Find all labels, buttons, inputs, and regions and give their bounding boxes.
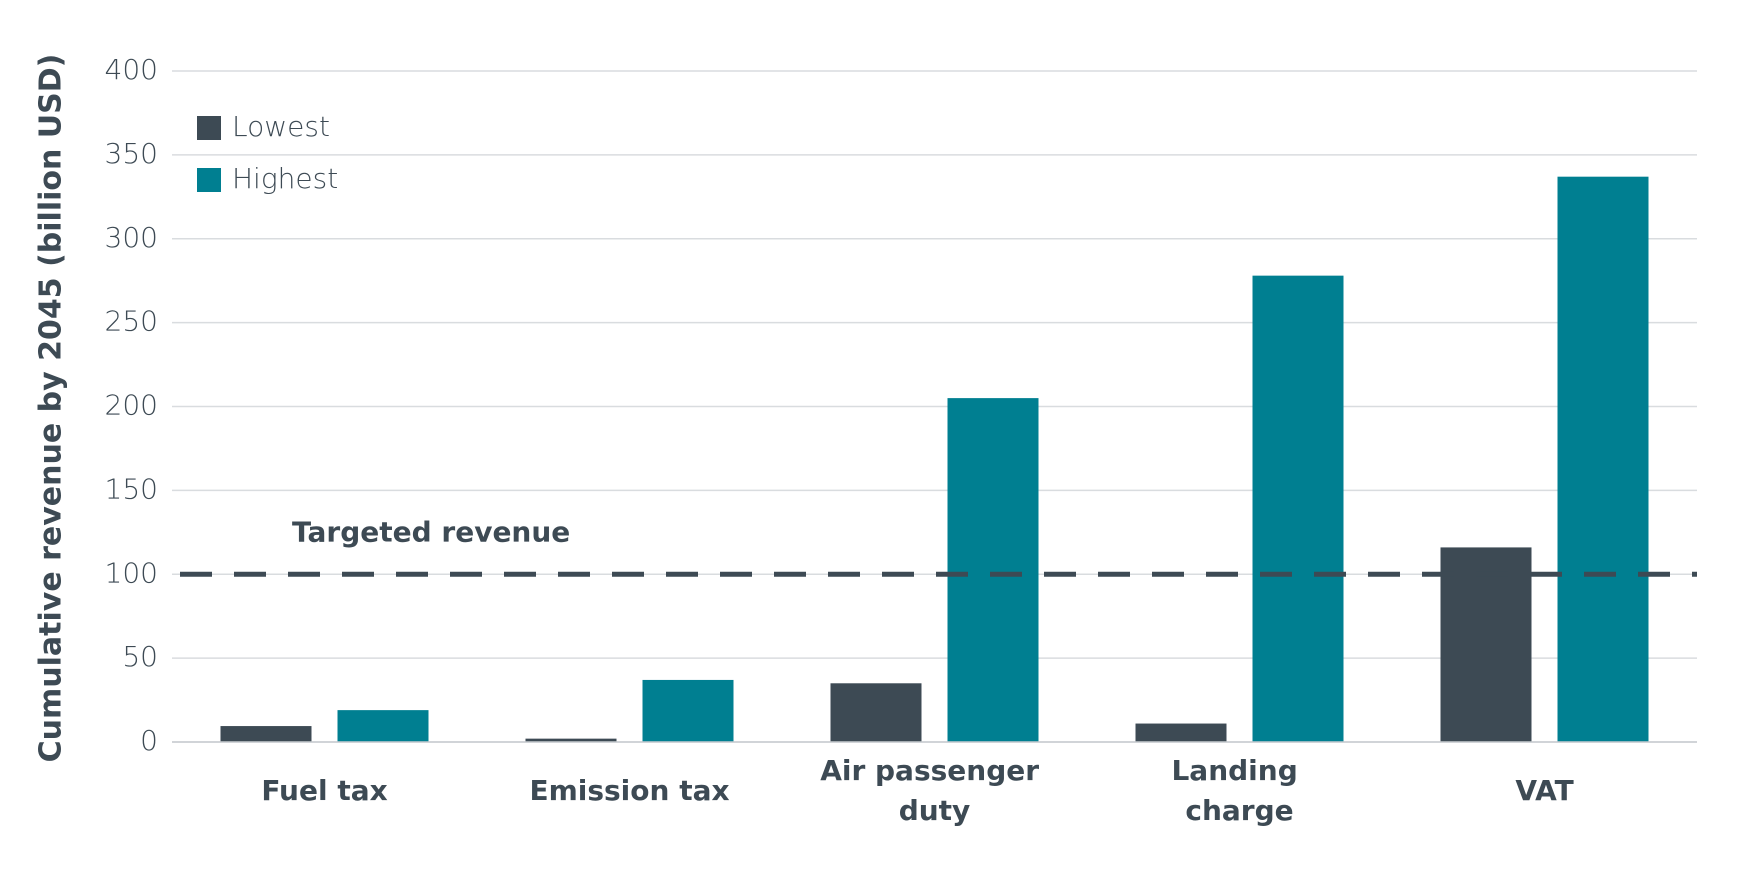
bar: [947, 398, 1039, 742]
y-axis-title: Cumulative revenue by 2045 (billion USD): [34, 54, 69, 763]
bar: [1252, 275, 1344, 742]
bar: [1135, 723, 1227, 742]
y-tick-label: 400: [105, 53, 158, 86]
reference-label: Targeted revenue: [292, 515, 570, 548]
legend-label: Lowest: [232, 110, 330, 143]
y-tick-label: 350: [105, 137, 158, 170]
x-tick-label: Air passenger duty: [820, 754, 1049, 827]
y-tick-label: 200: [105, 389, 158, 422]
legend-label: Highest: [232, 162, 338, 195]
y-tick-label: 250: [105, 305, 158, 338]
legend-swatch: [197, 168, 221, 192]
y-tick-label: 0: [140, 724, 158, 757]
legend-swatch: [197, 116, 221, 140]
x-tick-label: VAT: [1515, 774, 1573, 807]
bar: [337, 710, 429, 742]
y-tick-label: 50: [122, 640, 158, 673]
bar: [830, 683, 922, 742]
x-tick-label: Landing charge: [1171, 754, 1307, 827]
bar: [220, 726, 312, 742]
x-tick-label: Emission tax: [529, 774, 729, 807]
y-tick-label: 150: [105, 472, 158, 505]
x-tick-label: Fuel tax: [261, 774, 387, 807]
bar: [1557, 176, 1649, 742]
bar: [1440, 547, 1532, 742]
bar: [525, 738, 617, 742]
y-tick-label: 100: [105, 556, 158, 589]
bar: [642, 679, 734, 742]
y-tick-label: 300: [105, 221, 158, 254]
